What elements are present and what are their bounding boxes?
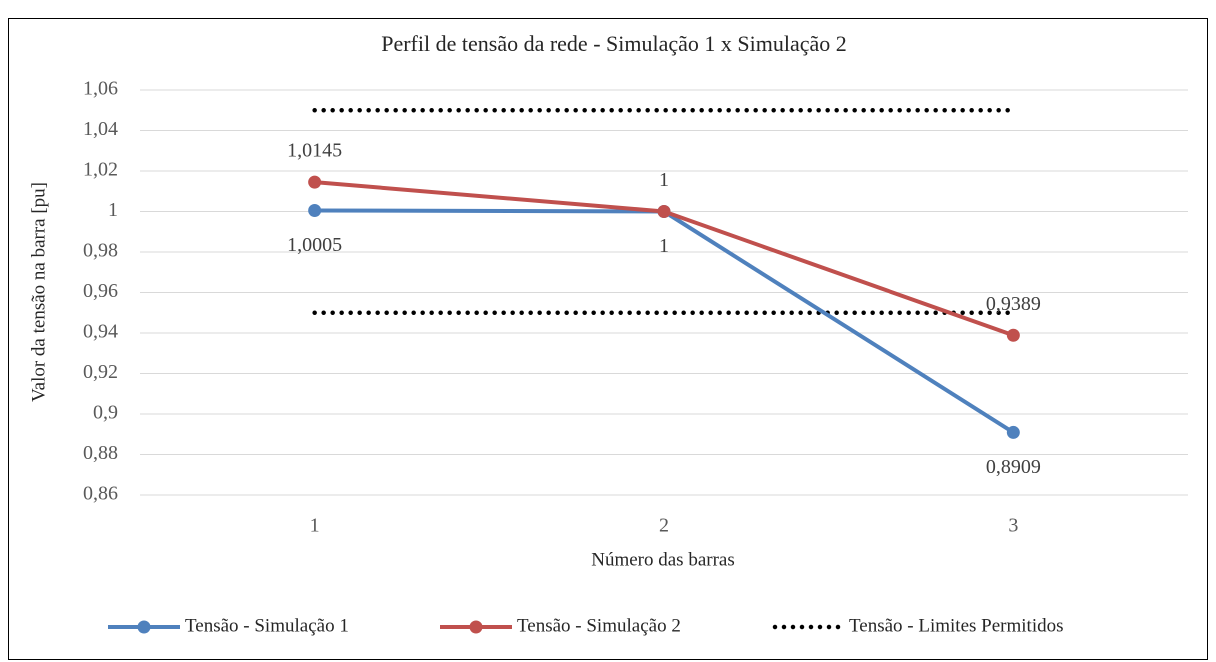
data-point <box>1006 328 1020 342</box>
legend-label: Tensão - Simulação 2 <box>517 615 681 636</box>
data-label: 1,0145 <box>287 140 342 162</box>
x-tick-label: 3 <box>1008 515 1018 537</box>
y-tick-label: 0,98 <box>83 240 118 262</box>
y-axis-title: Valor da tensão na barra [pu] <box>28 182 49 402</box>
data-label: 1 <box>659 169 669 191</box>
y-tick-label: 1 <box>108 199 118 221</box>
data-label: 0,8909 <box>986 456 1041 478</box>
y-tick-label: 1,02 <box>83 159 118 181</box>
data-label: 1,0005 <box>287 234 342 256</box>
y-tick-label: 0,86 <box>83 483 118 505</box>
y-tick-label: 0,94 <box>83 321 118 343</box>
data-point <box>308 203 322 217</box>
y-tick-label: 0,9 <box>93 402 118 424</box>
y-tick-label: 0,88 <box>83 442 118 464</box>
y-tick-label: 1,04 <box>83 118 118 140</box>
data-point <box>1006 425 1020 439</box>
x-axis-title: Número das barras <box>591 549 735 570</box>
y-tick-label: 0,92 <box>83 361 118 383</box>
data-label: 1 <box>659 235 669 257</box>
legend-marker <box>469 620 483 634</box>
y-tick-label: 0,96 <box>83 280 118 302</box>
data-point <box>657 205 671 218</box>
x-tick-label: 1 <box>310 515 320 537</box>
x-tick-label: 2 <box>659 515 669 537</box>
legend-label: Tensão - Simulação 1 <box>185 615 349 636</box>
legend-marker <box>137 620 151 634</box>
chart-title: Perfil de tensão da rede - Simulação 1 x… <box>381 31 847 56</box>
y-tick-label: 1,06 <box>83 78 118 100</box>
data-label: 0,9389 <box>986 293 1041 315</box>
chart-border <box>8 18 1208 660</box>
legend-label: Tensão - Limites Permitidos <box>849 615 1064 636</box>
data-point <box>308 175 322 189</box>
